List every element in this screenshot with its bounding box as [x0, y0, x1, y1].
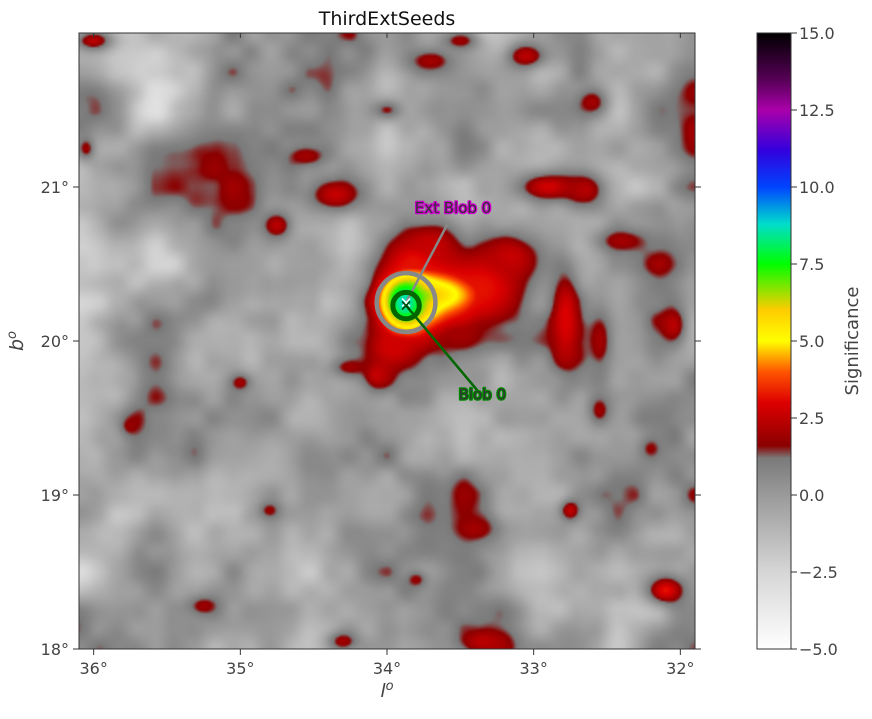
colorbar-tick-label: 2.5 — [799, 409, 824, 428]
source-center-marker — [401, 297, 411, 308]
x-tick-label: 33° — [519, 659, 547, 678]
x-tick-label: 35° — [226, 659, 254, 678]
colorbar-label: Significance — [842, 287, 863, 396]
source-leader-line — [404, 220, 451, 304]
source-label: Ext Blob 0 — [415, 199, 491, 217]
y-axis-label: bo — [5, 331, 28, 351]
x-tick-label: 34° — [373, 659, 401, 678]
y-tick-label: 21° — [41, 178, 69, 197]
chart-title: ThirdExtSeeds — [318, 8, 456, 30]
colorbar-tick-label: 12.5 — [799, 101, 835, 120]
source-label: Blob 0 — [459, 386, 506, 404]
colorbar-fill — [757, 33, 791, 649]
colorbar-tick-label: 5.0 — [799, 332, 824, 351]
heatmap-area — [79, 33, 695, 649]
colorbar-ticks: 15.0 12.5 10.0 7.5 5.0 2.5 0.0 −2.5 −5.0 — [791, 24, 838, 659]
y-tick-label: 20° — [41, 332, 69, 351]
x-axis-label-base: l — [380, 680, 386, 702]
colorbar-tick-label: 10.0 — [799, 178, 835, 197]
colorbar-tick-label: −2.5 — [799, 563, 838, 582]
x-tick-label: 36° — [79, 659, 107, 678]
colorbar-tick-label: −5.0 — [799, 640, 838, 659]
source-ring — [390, 289, 422, 322]
colorbar-tick-label: 15.0 — [799, 24, 835, 43]
y-axis-label-base: b — [6, 339, 28, 351]
colorbar: 15.0 12.5 10.0 7.5 5.0 2.5 0.0 −2.5 −5.0 Signifi… — [756, 24, 863, 659]
colorbar-tick-label: 7.5 — [799, 255, 824, 274]
colorbar-tick-label: 0.0 — [799, 486, 824, 505]
y-tick-label: 19° — [41, 486, 69, 505]
x-axis-label-superscript: o — [386, 679, 394, 694]
y-axis: 18° 19° 20° 21° — [41, 178, 701, 659]
x-tick-label: 32° — [666, 659, 694, 678]
source-markers — [374, 220, 480, 393]
y-tick-label: 18° — [41, 640, 69, 659]
significance-map — [79, 33, 695, 649]
source-leader-line — [405, 304, 480, 393]
source-ring — [374, 270, 438, 335]
x-axis-label: lo — [380, 679, 393, 702]
source-center-marker — [401, 301, 411, 311]
x-axis: 36° 35° 34° 33° 32° — [79, 33, 695, 678]
y-axis-label-superscript: o — [5, 331, 20, 339]
